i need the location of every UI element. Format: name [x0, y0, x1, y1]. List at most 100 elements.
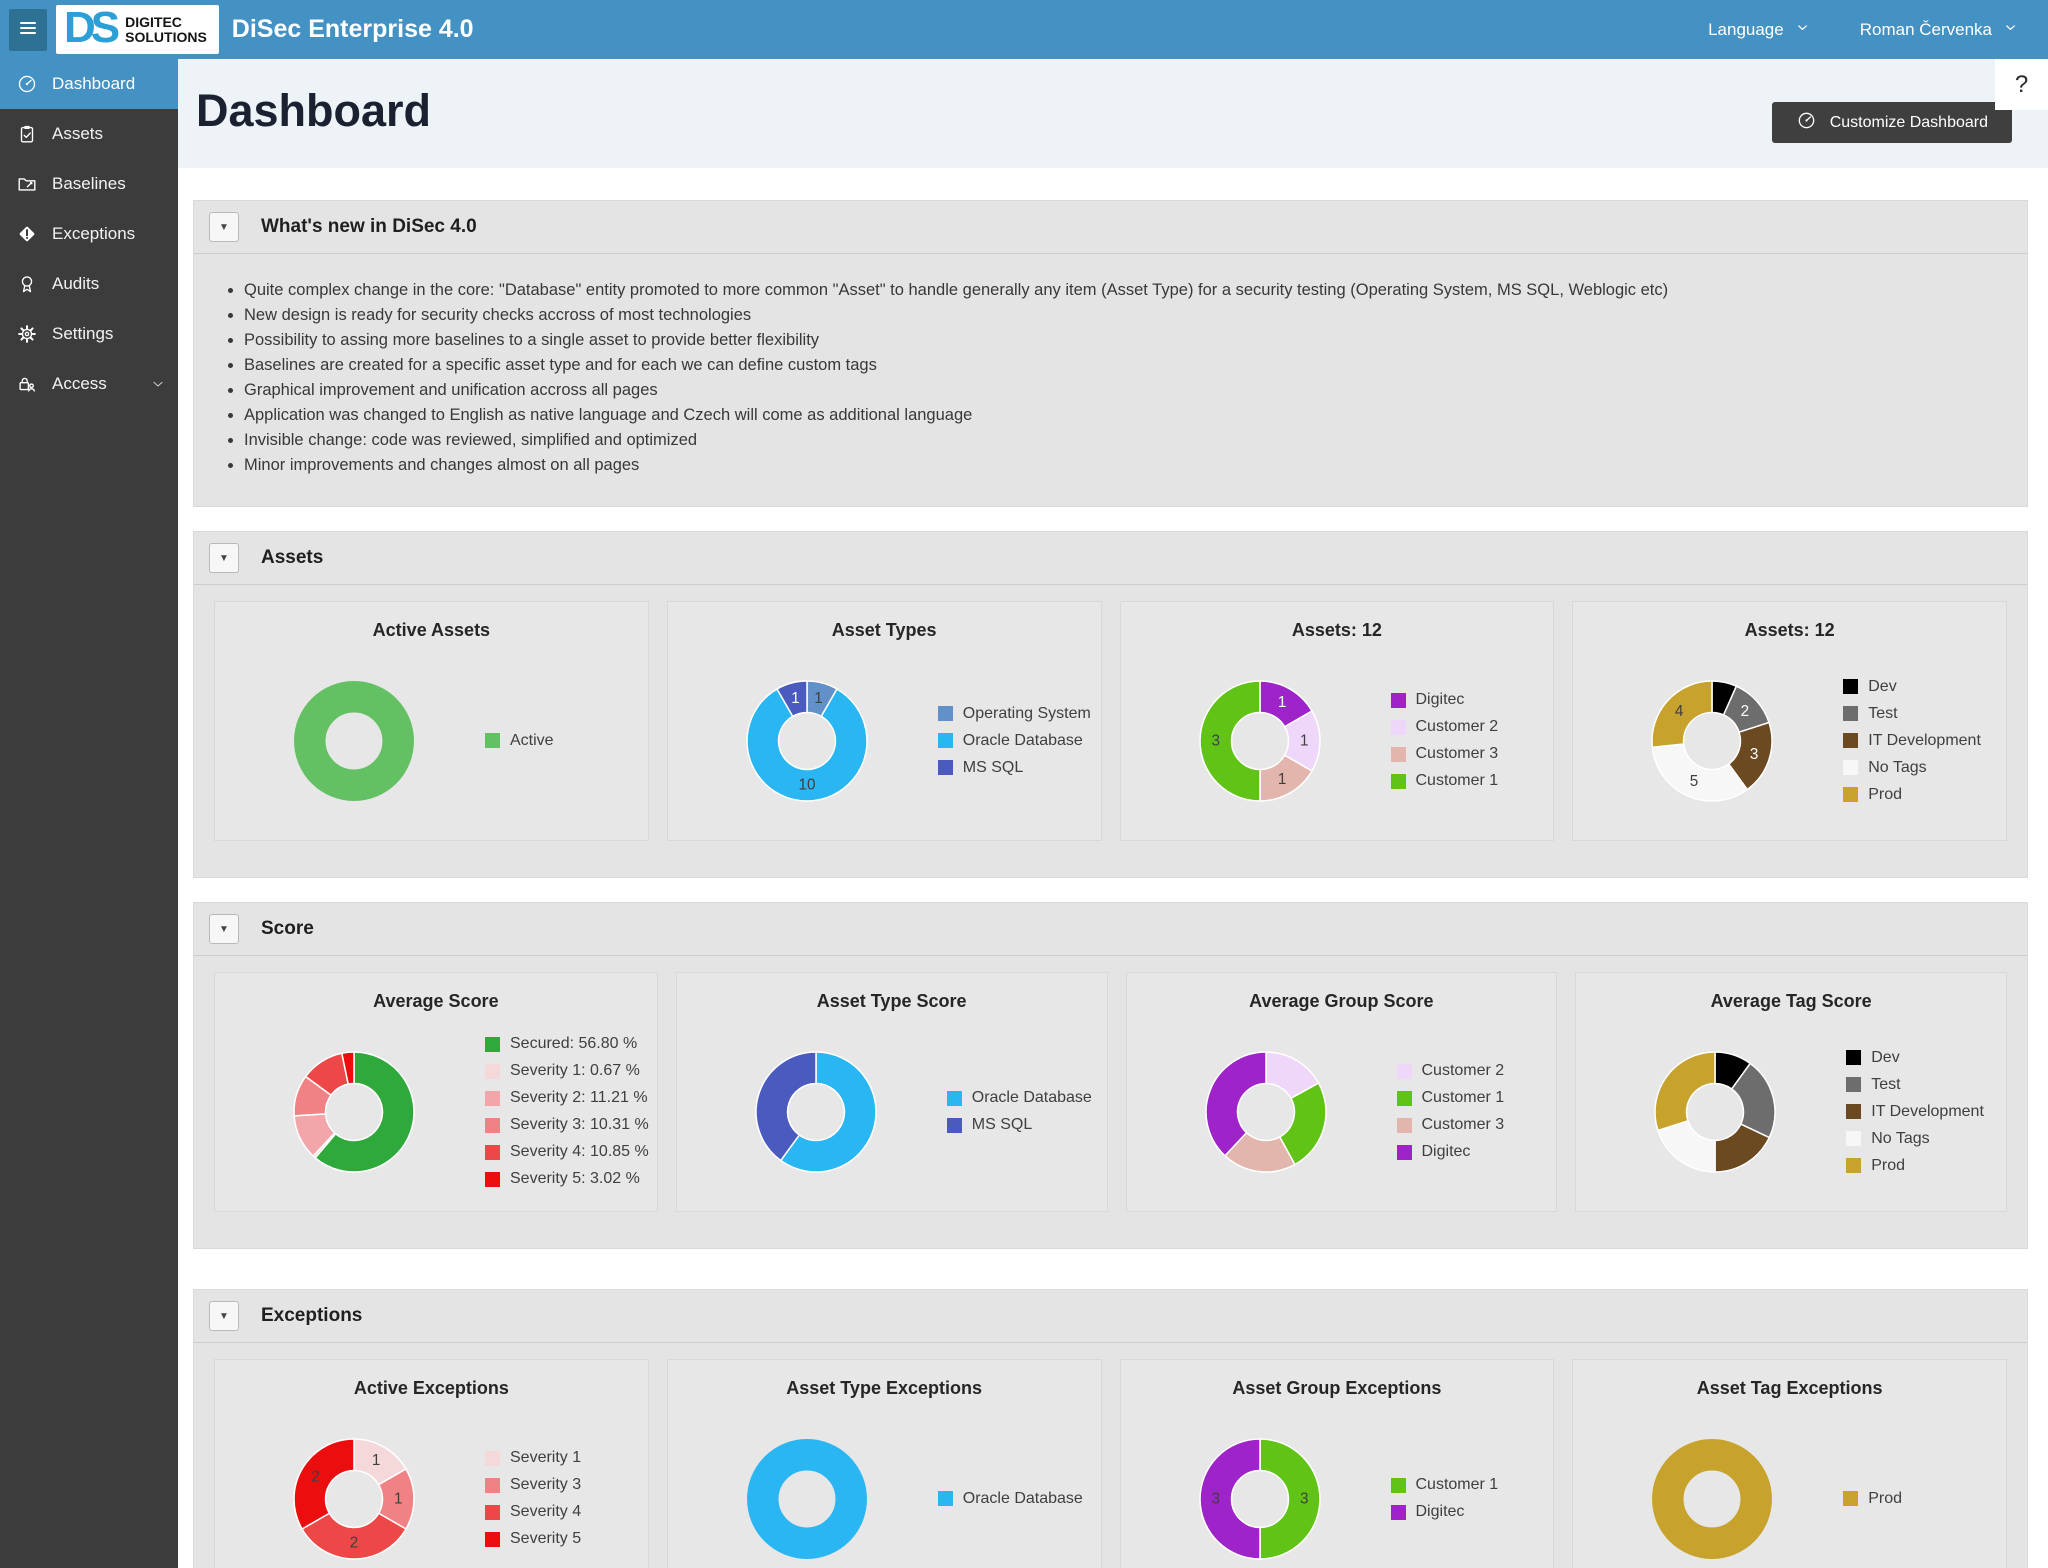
card-active-exceptions: Active Exceptions 1 1 2 2 Severity 1 Severity …	[214, 1359, 649, 1568]
page-title: Dashboard	[196, 85, 432, 136]
legend-swatch	[485, 1090, 500, 1106]
language-label: Language	[1708, 19, 1784, 39]
donut-chart-average-group-score	[1204, 1050, 1327, 1173]
chart-row: Secured: 56.80 % Severity 1: 0.67 % Severi…	[215, 1012, 657, 1211]
sidebar-item-assets[interactable]: Assets	[0, 109, 178, 159]
slice-value-label: 1	[791, 689, 799, 706]
user-menu[interactable]: Roman Červenka	[1860, 20, 2018, 40]
app-title: DiSec Enterprise 4.0	[231, 15, 474, 43]
logo-ds-monogram: DS	[64, 2, 120, 52]
chart-legend: Oracle Database	[937, 1490, 1083, 1508]
sidebar-item-settings[interactable]: Settings	[0, 309, 178, 359]
donut-segment-secured-56-80	[314, 1050, 415, 1173]
donut-zone: 1 10 1	[676, 679, 938, 802]
legend-label: Customer 2	[1421, 1062, 1505, 1079]
slice-value-label: 3	[1299, 1490, 1307, 1507]
legend-label: Test	[1868, 704, 1898, 722]
sidebar-item-label: Baselines	[52, 174, 126, 193]
section-title: What's new in DiSec 4.0	[261, 216, 477, 237]
legend-label: Severity 5: 3.02 %	[510, 1170, 640, 1187]
menu-toggle-button[interactable]	[9, 8, 47, 51]
chart-row: 1 1 2 2 Severity 1 Severity 3 Severity 4 Severi…	[215, 1399, 648, 1568]
legend-swatch	[1843, 733, 1859, 748]
legend-item-severity-5: Severity 5	[485, 1530, 581, 1548]
donut-segment-severity-5-3-02	[341, 1050, 355, 1085]
card-asset-group-exceptions: Asset Group Exceptions 3 3 Customer 1 Digite…	[1119, 1359, 1555, 1568]
legend-label: Severity 4: 10.85 %	[510, 1143, 649, 1160]
legend-swatch	[485, 1117, 500, 1133]
slice-value-label: 3	[1211, 732, 1219, 749]
slice-value-label: 1	[1277, 694, 1285, 711]
legend-label: Digitec	[1421, 1143, 1471, 1160]
bullet-item: Graphical improvement and unification ac…	[244, 378, 1997, 403]
sidebar-item-baselines[interactable]: Baselines	[0, 159, 178, 209]
legend-item-no-tags: No Tags	[1846, 1130, 1984, 1148]
legend-swatch	[937, 706, 953, 721]
legend-item-secured-56-80: Secured: 56.80 %	[485, 1035, 649, 1053]
legend-swatch	[1843, 679, 1859, 694]
chart-legend: Customer 1 Digitec	[1390, 1476, 1498, 1521]
folder-icon	[18, 178, 36, 191]
sidebar-item-label: Dashboard	[52, 74, 136, 93]
customize-dashboard-button[interactable]: Customize Dashboard	[1771, 102, 2012, 143]
card-asset-tag-exceptions: Asset Tag Exceptions Prod	[1572, 1359, 2007, 1568]
donut-segment-digitec	[1198, 1437, 1261, 1560]
legend-item-ms-sql: MS SQL	[937, 759, 1091, 777]
legend-swatch	[1846, 1131, 1862, 1146]
award-icon	[21, 276, 33, 293]
legend-swatch	[1846, 1104, 1862, 1119]
legend-swatch	[1846, 1077, 1862, 1092]
card-assets-by-tag: Assets: 12 2 3 5 4 Dev Test IT Development No Ta…	[1572, 601, 2007, 841]
legend-item-customer-2: Customer 2	[1390, 718, 1498, 736]
gauge-icon	[1796, 110, 1817, 136]
collapse-button-whats-new[interactable]: ▼	[209, 212, 239, 242]
card-title: Average Group Score	[1249, 991, 1434, 1011]
bullet-item: Application was changed to English as na…	[244, 403, 1997, 428]
legend-label: Digitec	[1415, 691, 1465, 708]
chart-row: 1 1 1 3 Digitec Customer 2 Customer 3 Customer …	[1121, 641, 1554, 840]
card-grid-assets: Active Assets Active Asset Types 1 10 1 Operat…	[194, 585, 2027, 877]
sidebar-nav: Dashboard Assets Baselines Exceptions Audits…	[0, 59, 178, 409]
legend-label: Severity 2: 11.21 %	[510, 1089, 648, 1106]
collapse-button-assets[interactable]: ▼	[209, 543, 239, 573]
legend-item-severity-3: Severity 3	[485, 1476, 581, 1494]
sidebar-item-exceptions[interactable]: Exceptions	[0, 209, 178, 259]
sidebar-item-access[interactable]: Access	[0, 359, 178, 409]
legend-item-severity-2-11-21: Severity 2: 11.21 %	[485, 1089, 649, 1107]
collapse-button-score[interactable]: ▼	[209, 914, 239, 944]
legend-swatch	[1390, 746, 1406, 762]
legend-swatch	[1390, 719, 1406, 735]
legend-swatch	[485, 1531, 500, 1547]
chart-legend: Secured: 56.80 % Severity 1: 0.67 % Severi…	[485, 1035, 649, 1188]
donut-segment-customer-1	[1258, 1437, 1321, 1560]
card-average-tag-score: Average Tag Score Dev Test IT Development No…	[1575, 972, 2007, 1212]
language-menu[interactable]: Language	[1708, 20, 1810, 40]
legend-swatch	[1396, 1063, 1412, 1079]
chart-row: Dev Test IT Development No Tags Prod	[1576, 1012, 2006, 1211]
chart-legend: Oracle Database MS SQL	[946, 1089, 1092, 1134]
legend-label: Customer 3	[1415, 745, 1499, 762]
top-bar: DS DIGITEC SOLUTIONS DiSec Enterprise 4.…	[0, 0, 2048, 59]
legend-label: Severity 1	[510, 1449, 582, 1466]
legend-item-test: Test	[1843, 705, 1981, 723]
card-active-assets: Active Assets Active	[214, 601, 649, 841]
legend-label: Prod	[1868, 785, 1903, 803]
donut-chart-average-score	[293, 1050, 415, 1173]
legend-swatch	[937, 733, 953, 748]
card-title: Average Tag Score	[1710, 991, 1872, 1011]
donut-chart-active-assets	[294, 680, 414, 801]
sidebar-item-dashboard[interactable]: Dashboard	[0, 59, 178, 109]
sidebar-item-label: Settings	[52, 324, 114, 343]
slice-value-label: 5	[1690, 772, 1698, 789]
card-grid-score: Average Score Secured: 56.80 % Severity 1:…	[194, 956, 2027, 1248]
donut-segment-prod	[1651, 679, 1714, 748]
sidebar-item-audits[interactable]: Audits	[0, 259, 178, 309]
legend-item-ms-sql: MS SQL	[946, 1116, 1092, 1134]
help-button[interactable]: ?	[1995, 59, 2048, 110]
chart-legend: Customer 2 Customer 1 Customer 3 Digitec	[1396, 1062, 1505, 1161]
collapse-button-exceptions[interactable]: ▼	[209, 1301, 239, 1331]
card-assets-by-group: Assets: 12 1 1 1 3 Digitec Customer 2 Customer …	[1119, 601, 1555, 841]
section-score: ▼ Score Average Score Secured: 56.80 % Sever…	[193, 902, 2028, 1249]
legend-item-severity-1: Severity 1	[485, 1449, 581, 1467]
legend-swatch	[1396, 1144, 1412, 1160]
